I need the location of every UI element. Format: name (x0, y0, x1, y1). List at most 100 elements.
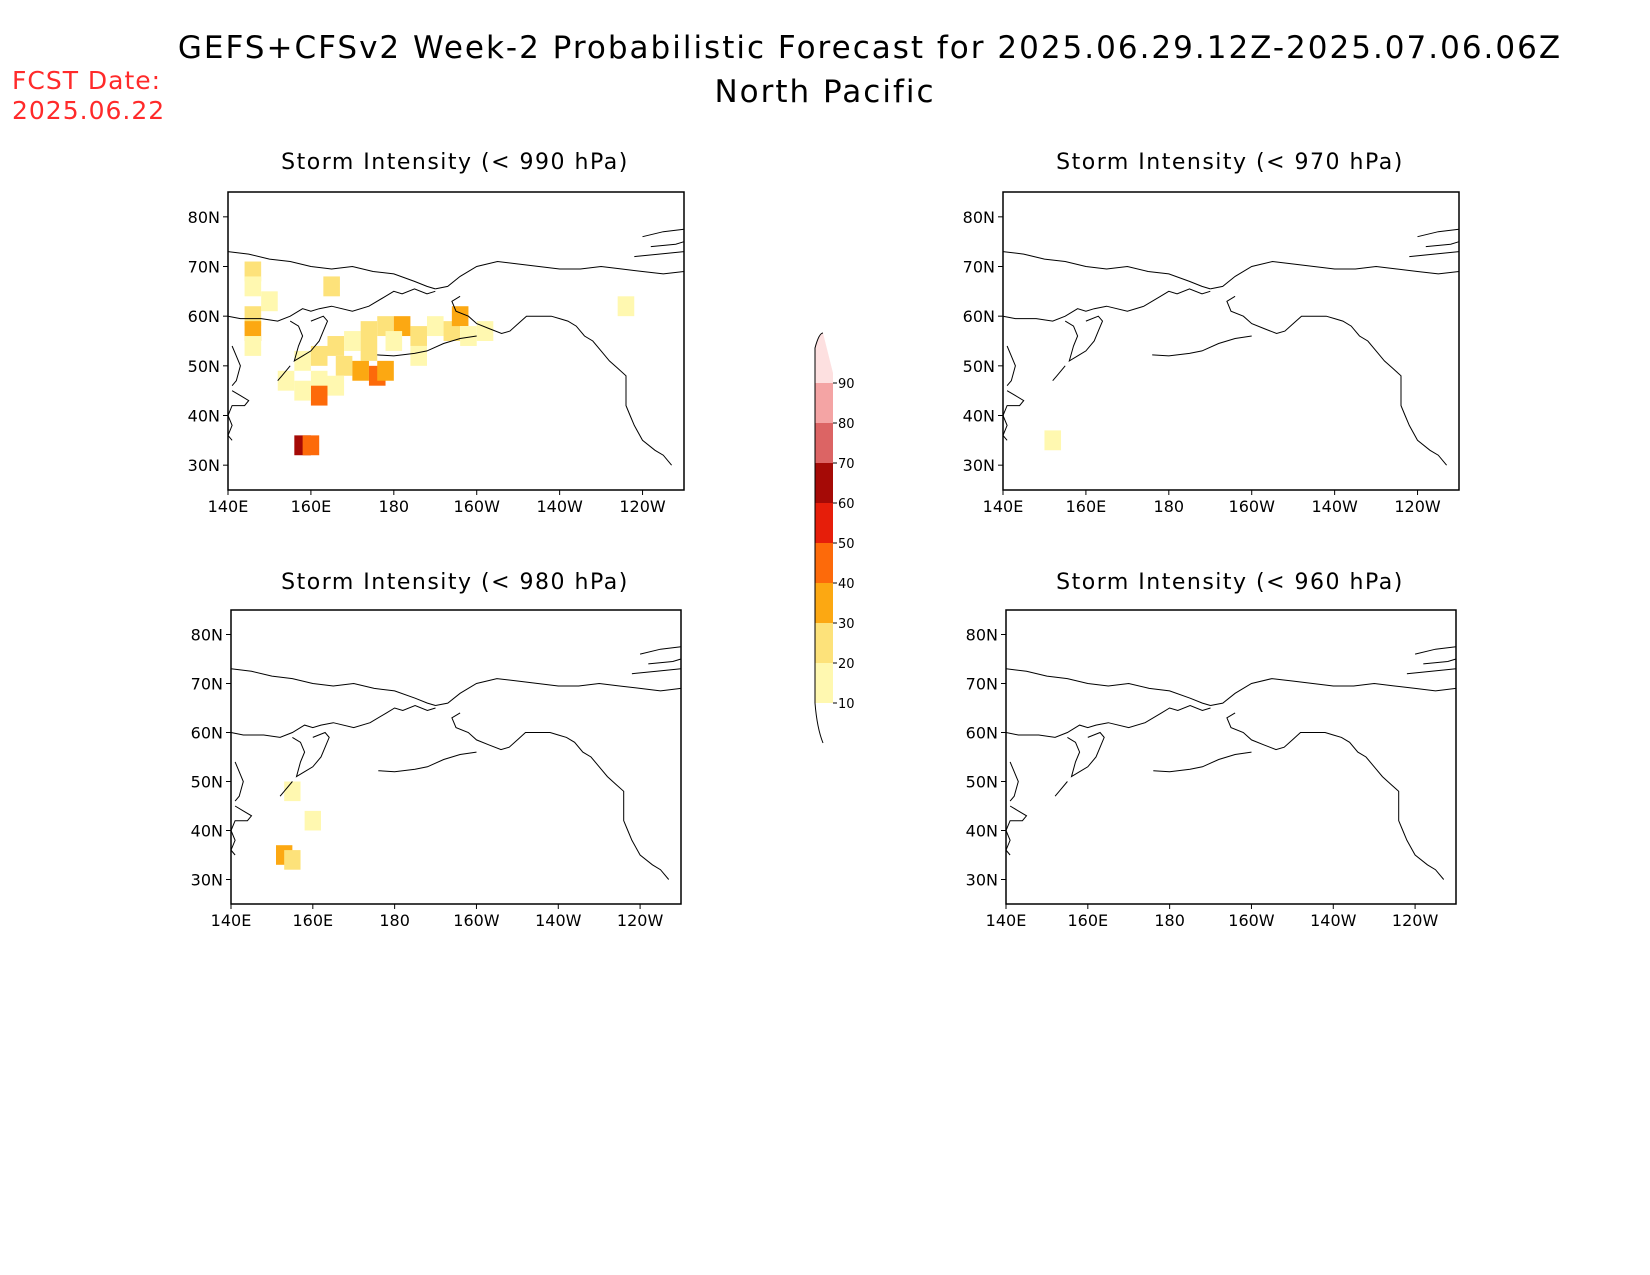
lat-tick-label: 70N (966, 675, 998, 694)
colorbar-swatch (815, 583, 833, 623)
coastline (1052, 365, 1066, 382)
probability-cell (302, 435, 320, 456)
map-frame (1005, 609, 1457, 905)
coastline (642, 228, 685, 238)
panel-title-960: Storm Intensity (< 960 hPa) (1056, 570, 1404, 595)
coastline (1002, 390, 1025, 441)
lat-tick-label: 50N (191, 773, 223, 792)
map-frame (230, 609, 682, 905)
lat-tick-label: 70N (188, 258, 220, 277)
lat-tick-label: 60N (191, 724, 223, 743)
lon-tick-label: 140W (535, 911, 582, 930)
lon-tick-label: 160W (454, 497, 501, 516)
lon-tick-label: 160E (1067, 911, 1108, 930)
lon-tick-label: 140E (986, 911, 1027, 930)
map-frame (227, 191, 685, 491)
panel-title-980: Storm Intensity (< 980 hPa) (281, 570, 629, 595)
lat-tick-label: 30N (191, 871, 223, 890)
lon-tick-label: 180 (379, 911, 410, 930)
lon-tick-label: 140W (1311, 497, 1358, 516)
coastline (227, 251, 436, 290)
coastline (1002, 288, 1211, 322)
lon-tick-label: 160E (292, 911, 333, 930)
coastline (639, 646, 682, 655)
lon-tick-label: 120W (617, 911, 664, 930)
probability-cell (327, 336, 345, 356)
coastline (234, 761, 244, 802)
lon-tick-label: 120W (1394, 497, 1441, 516)
probability-cell (352, 360, 369, 381)
colorbar-outline (814, 332, 824, 703)
coastline (1210, 260, 1460, 290)
coastline (634, 251, 685, 258)
lat-tick-label: 70N (191, 675, 223, 694)
lon-tick-label: 140W (536, 497, 583, 516)
probability-cell (377, 316, 394, 337)
coastline (279, 781, 293, 797)
coastline (631, 668, 682, 675)
probability-cell (310, 385, 328, 406)
coastline (230, 805, 253, 856)
coastline (1054, 781, 1068, 797)
coastline (1226, 295, 1447, 466)
probability-cell (294, 350, 311, 371)
lat-tick-label: 60N (966, 724, 998, 743)
lon-tick-label: 140E (208, 497, 249, 516)
lon-tick-label: 180 (379, 497, 410, 516)
lat-tick-label: 80N (188, 208, 220, 227)
coastline (1414, 646, 1457, 655)
probability-cell (1044, 430, 1062, 451)
probability-cell (244, 276, 262, 297)
coastline (1406, 668, 1457, 675)
probability-cell (377, 360, 394, 381)
probability-cell (323, 276, 340, 297)
colorbar-swatch (815, 423, 833, 463)
fcst-date-value: 2025.06.22 (12, 96, 166, 125)
lon-tick-label: 120W (1392, 911, 1439, 930)
colorbar-label: 60 (838, 497, 855, 512)
coastline (1153, 751, 1252, 773)
coastline (230, 704, 436, 738)
lon-tick-label: 120W (619, 497, 666, 516)
colorbar-label: 30 (838, 617, 855, 632)
coastline (435, 260, 685, 290)
colorbar-swatch (815, 543, 833, 583)
colorbar-swatch (815, 333, 833, 383)
colorbar-swatch (815, 503, 833, 543)
lat-tick-label: 40N (966, 822, 998, 841)
coastline (1006, 345, 1016, 387)
map-frame (1002, 191, 1460, 491)
coastline (435, 678, 682, 706)
colorbar-swatch (815, 623, 833, 663)
lon-tick-label: 140E (211, 911, 252, 930)
coastline (1005, 704, 1211, 738)
probability-cell (426, 316, 444, 337)
probability-cell (310, 370, 328, 391)
lon-tick-label: 160W (1229, 497, 1276, 516)
colorbar-label: 50 (838, 537, 855, 552)
coastline (1064, 315, 1104, 362)
probability-cell (327, 375, 345, 396)
coastline (1425, 241, 1460, 248)
colorbar-label: 80 (838, 417, 855, 432)
coastline (1005, 668, 1211, 706)
probability-cell (261, 291, 278, 312)
probability-cell (284, 850, 301, 870)
probability-cell (360, 341, 378, 361)
lon-tick-label: 140W (1310, 911, 1357, 930)
lon-tick-label: 180 (1154, 497, 1185, 516)
coastline (1009, 761, 1019, 802)
lat-tick-label: 40N (963, 407, 995, 426)
lat-tick-label: 80N (963, 208, 995, 227)
lat-tick-label: 80N (191, 626, 223, 645)
coastline (1002, 251, 1211, 290)
probability-cell (476, 321, 494, 341)
coastline (1210, 678, 1457, 706)
colorbar-label: 70 (838, 457, 855, 472)
coastline (650, 241, 685, 248)
lon-tick-label: 160W (1228, 911, 1275, 930)
